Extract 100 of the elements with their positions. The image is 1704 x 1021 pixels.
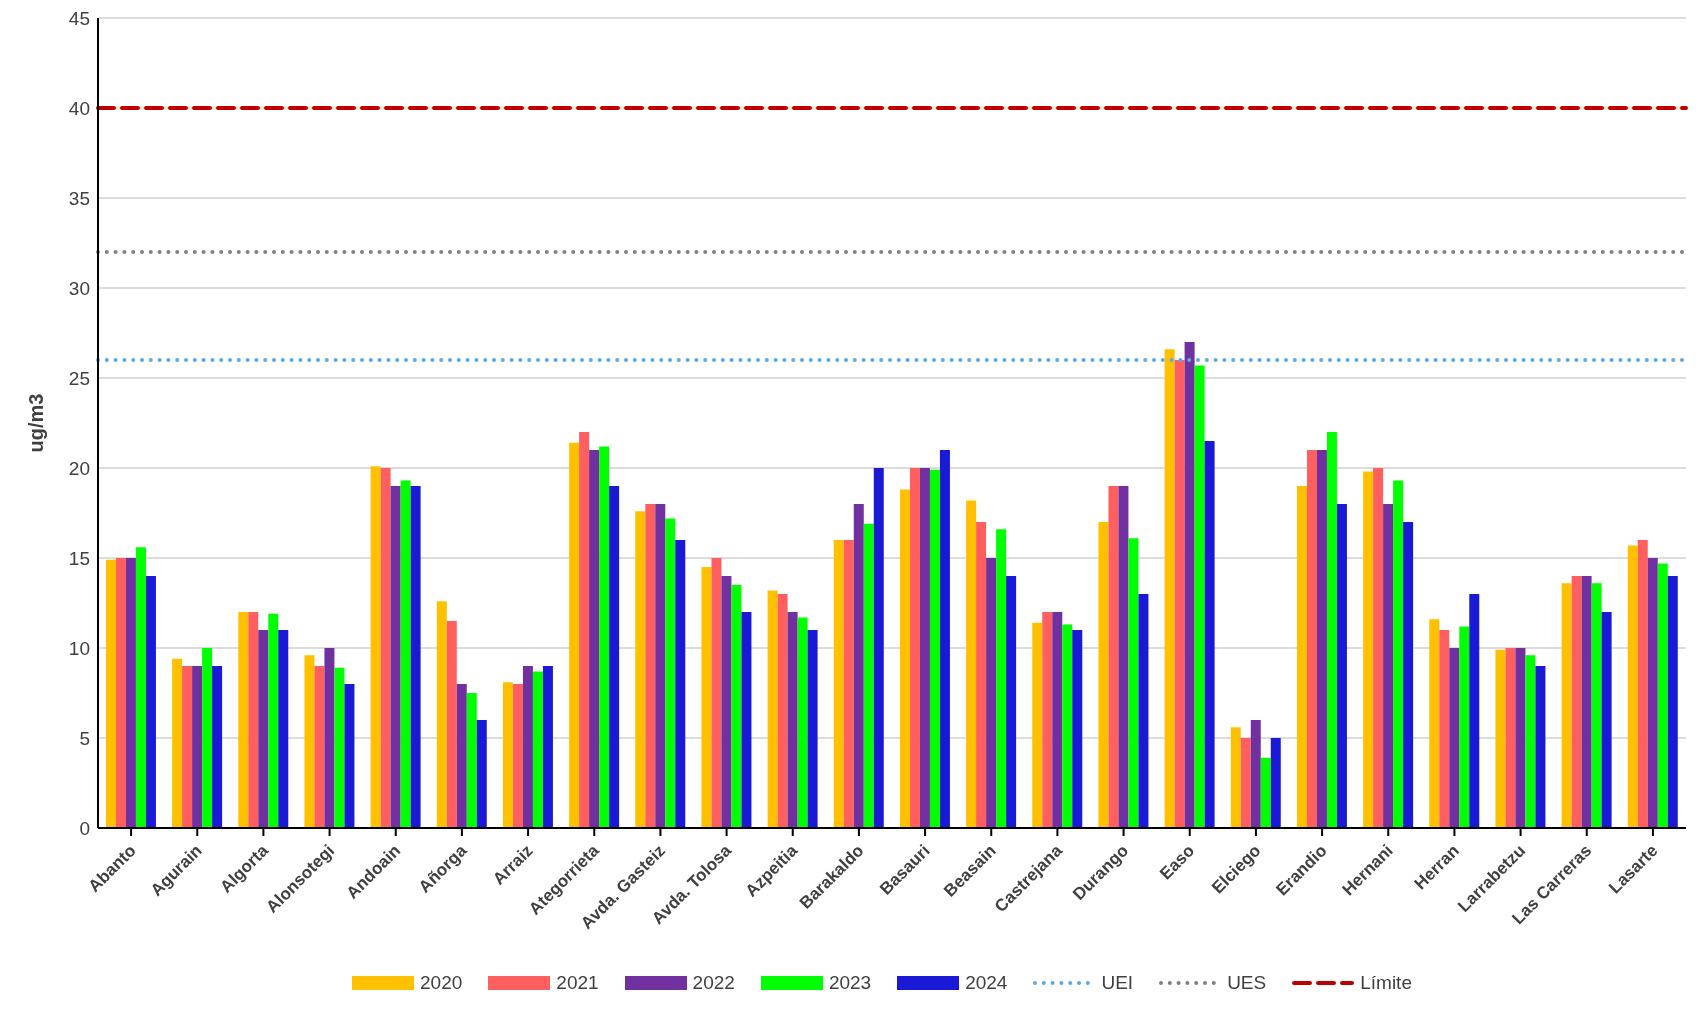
bar [569, 442, 580, 828]
bar [655, 504, 666, 828]
bar [542, 666, 553, 828]
bar [701, 567, 712, 828]
bar [1042, 612, 1053, 828]
bar [1449, 648, 1460, 828]
bar [344, 684, 355, 828]
bar [1515, 648, 1526, 828]
legend-label: 2021 [555, 972, 599, 994]
bar [278, 630, 289, 828]
legend-label: UEI [1100, 972, 1134, 994]
bar [125, 558, 136, 828]
y-tick-label: 5 [79, 727, 90, 749]
bar [1525, 655, 1536, 828]
bar [1098, 522, 1109, 828]
bar [741, 612, 752, 828]
bar [853, 504, 864, 828]
bar [512, 684, 523, 828]
bar [1535, 666, 1546, 828]
bar [919, 468, 930, 828]
bar [807, 630, 818, 828]
bar [135, 547, 146, 828]
y-tick-label: 10 [68, 637, 90, 659]
bar [929, 469, 940, 828]
bar [1128, 538, 1139, 828]
bar [1108, 486, 1119, 828]
bar [976, 522, 987, 828]
legend-label: 2022 [691, 972, 735, 994]
bar [238, 612, 249, 828]
y-tick-label: 45 [68, 7, 90, 29]
bar [1667, 576, 1678, 828]
bar [268, 613, 279, 828]
bar [1204, 441, 1215, 828]
bar [589, 450, 600, 828]
bar [675, 540, 686, 828]
bar [731, 585, 742, 828]
bar [1393, 480, 1404, 828]
bar [797, 617, 808, 828]
bar [1006, 576, 1017, 828]
bar [1336, 504, 1347, 828]
bar [777, 594, 788, 828]
bar [1627, 545, 1638, 828]
bar [1439, 630, 1450, 828]
bar [635, 511, 646, 828]
bar [1505, 648, 1516, 828]
y-tick-label: 40 [68, 97, 90, 119]
bar [105, 559, 116, 828]
bar [466, 693, 477, 828]
bar [939, 450, 950, 828]
bar [1118, 486, 1129, 828]
bar [182, 666, 193, 828]
bar [1164, 349, 1175, 828]
bar [456, 684, 467, 828]
bar [721, 576, 732, 828]
bar [532, 671, 543, 828]
bar [1072, 630, 1083, 828]
y-tick-label: 30 [68, 277, 90, 299]
bar [314, 666, 325, 828]
bar [324, 648, 335, 828]
bar [390, 486, 401, 828]
bar [1495, 649, 1506, 828]
bar [1363, 471, 1374, 828]
bar [1571, 576, 1582, 828]
bar [410, 486, 421, 828]
legend-label: 2023 [827, 972, 872, 994]
bar [1581, 576, 1592, 828]
bar [1240, 738, 1251, 828]
bar [145, 576, 156, 828]
bar [843, 540, 854, 828]
bar [645, 504, 656, 828]
bar [833, 540, 844, 828]
y-tick-label: 35 [68, 187, 90, 209]
bar [202, 648, 213, 828]
bar [986, 558, 997, 828]
bar [1601, 612, 1612, 828]
bar [787, 612, 798, 828]
bar [1429, 619, 1440, 828]
bar [863, 523, 874, 828]
legend-label: UES [1226, 972, 1267, 994]
bar [1306, 450, 1317, 828]
bar [522, 666, 533, 828]
bar [579, 432, 590, 828]
bar [476, 720, 487, 828]
bar [380, 468, 391, 828]
bar [1316, 450, 1327, 828]
bar [502, 682, 513, 828]
bar [767, 590, 778, 828]
bar [1194, 365, 1205, 828]
bar [1250, 720, 1261, 828]
bar [334, 667, 345, 828]
bar [1230, 727, 1241, 828]
y-tick-label: 25 [68, 367, 90, 389]
y-tick-label: 20 [68, 457, 90, 479]
bar [996, 529, 1007, 828]
bar [1270, 738, 1281, 828]
bar [1373, 468, 1384, 828]
bar [599, 446, 610, 828]
bar [873, 468, 884, 828]
bar [966, 500, 977, 828]
bar [1138, 594, 1149, 828]
